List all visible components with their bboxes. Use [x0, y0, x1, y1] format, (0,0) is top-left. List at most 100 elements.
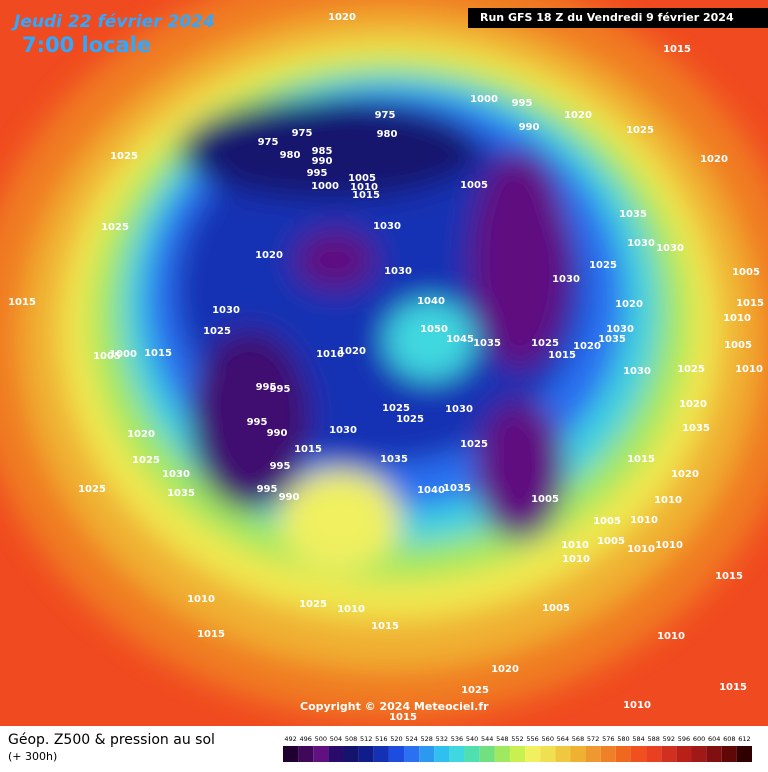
- isobar-label: 1025: [677, 364, 705, 375]
- isobar-label: 990: [267, 428, 288, 439]
- isobar-label: 1030: [373, 221, 401, 232]
- isobar-label: 1015: [294, 444, 322, 455]
- isobar-label: 1010: [627, 544, 655, 555]
- isobar-label: 1010: [187, 594, 215, 605]
- isobar-label: 1010: [723, 313, 751, 324]
- colorbar-label: 612: [738, 735, 750, 743]
- colorbar-label: 524: [405, 735, 417, 743]
- isobar-label: 1040: [417, 485, 445, 496]
- isobar-label: 1015: [144, 348, 172, 359]
- isobar-label: 975: [375, 110, 396, 121]
- footer-title: Géop. Z500 & pression au sol: [8, 732, 215, 748]
- colorbar-swatch: [540, 746, 556, 762]
- colorbar-label: 508: [345, 735, 357, 743]
- isobar-label: 990: [312, 156, 333, 167]
- isobar-label: 1005: [593, 516, 621, 527]
- colorbar-label: 568: [572, 735, 584, 743]
- colorbar-swatch: [494, 746, 510, 762]
- isobar-label: 1035: [473, 338, 501, 349]
- colorbar-label: 608: [723, 735, 735, 743]
- isobar-label: 1005: [597, 536, 625, 547]
- isobar-label: 1015: [8, 297, 36, 308]
- isobar-label: 1025: [382, 403, 410, 414]
- isobar-label: 1035: [598, 334, 626, 345]
- isobar-label: 1030: [606, 324, 634, 335]
- colorbar-swatch: [630, 746, 647, 762]
- colorbar-swatch: [298, 746, 314, 762]
- isobar-label: 980: [280, 150, 301, 161]
- isobar-label: 1020: [573, 341, 601, 352]
- colorbar-label: 560: [542, 735, 554, 743]
- isobar-label: 1015: [627, 454, 655, 465]
- isobar-label: 1015: [389, 712, 417, 723]
- isobar-label: 1030: [212, 305, 240, 316]
- isobar-label: 1005: [348, 173, 376, 184]
- isobar-label: 1025: [101, 222, 129, 233]
- isobar-label: 1000: [311, 181, 339, 192]
- colorbar-label: 544: [481, 735, 493, 743]
- isobar-label: 1025: [396, 414, 424, 425]
- isobar-label: 1020: [700, 154, 728, 165]
- isobar-label: 1025: [461, 685, 489, 696]
- colorbar-label: 556: [526, 735, 538, 743]
- isobar-label: 1010: [562, 554, 590, 565]
- colorbar-swatch: [646, 746, 662, 762]
- colorbar-swatch: [600, 746, 616, 762]
- isobar-label: 995: [512, 98, 533, 109]
- isobar-label: 1030: [329, 425, 357, 436]
- copyright: Copyright © 2024 Meteociel.fr: [300, 700, 489, 713]
- colorbar-swatch: [373, 746, 389, 762]
- isobar-label: 1025: [589, 260, 617, 271]
- colorbar-swatch: [449, 746, 465, 762]
- isobar-label: 1000: [470, 94, 498, 105]
- colorbar-swatch: [706, 746, 722, 762]
- isobar-label: 1005: [724, 340, 752, 351]
- colorbar-swatch: [661, 746, 677, 762]
- isobar-label: 1015: [548, 350, 576, 361]
- colorbar-swatch: [328, 746, 344, 762]
- colorbar-swatch: [555, 746, 571, 762]
- date: Jeudi 22 février 2024: [11, 12, 215, 32]
- isobar-label: 1015: [371, 621, 399, 632]
- colorbar-swatch: [509, 746, 526, 762]
- colorbar-swatch: [479, 746, 495, 762]
- isobar-label: 975: [292, 128, 313, 139]
- isobar-label: 1005: [93, 351, 121, 362]
- colorbar-swatch: [525, 746, 541, 762]
- isobar-label: 995: [307, 168, 328, 179]
- isobar-label: 1025: [626, 125, 654, 136]
- isobar-label: 1030: [552, 274, 580, 285]
- isobar-label: 1030: [627, 238, 655, 249]
- isobar-label: 1020: [671, 469, 699, 480]
- isobar-label: 1015: [736, 298, 764, 309]
- colorbar-swatch: [388, 746, 405, 762]
- field: [0, 0, 768, 726]
- isobar-label: 1015: [352, 190, 380, 201]
- colorbar-swatch: [434, 746, 450, 762]
- colorbar-label: 592: [663, 735, 675, 743]
- run: Run GFS 18 Z du Vendredi 9 février 2024: [480, 11, 734, 24]
- isobar-label: 1020: [328, 12, 356, 23]
- isobar-label: 990: [279, 492, 300, 503]
- isobar-label: 1035: [443, 483, 471, 494]
- isobar-label: 1020: [338, 346, 366, 357]
- isobar-label: 1035: [682, 423, 710, 434]
- isobar-label: 1025: [132, 455, 160, 466]
- isobar-label: 1030: [162, 469, 190, 480]
- isobar-label: 1020: [564, 110, 592, 121]
- colorbar-label: 528: [421, 735, 433, 743]
- colorbar-swatch: [615, 746, 631, 762]
- isobar-label: 995: [270, 461, 291, 472]
- isobar-label: 1010: [350, 182, 378, 193]
- isobar-label: 1010: [654, 495, 682, 506]
- isobar-label: 1010: [630, 515, 658, 526]
- colorbar-label: 584: [632, 735, 644, 743]
- isobar-label: 1030: [623, 366, 651, 377]
- isobar-label: 1025: [460, 439, 488, 450]
- isobar-label: 1030: [445, 404, 473, 415]
- isobar-label: 1030: [384, 266, 412, 277]
- colorbar-label: 588: [647, 735, 659, 743]
- isobar-label: 1025: [78, 484, 106, 495]
- colorbar-label: 496: [299, 735, 311, 743]
